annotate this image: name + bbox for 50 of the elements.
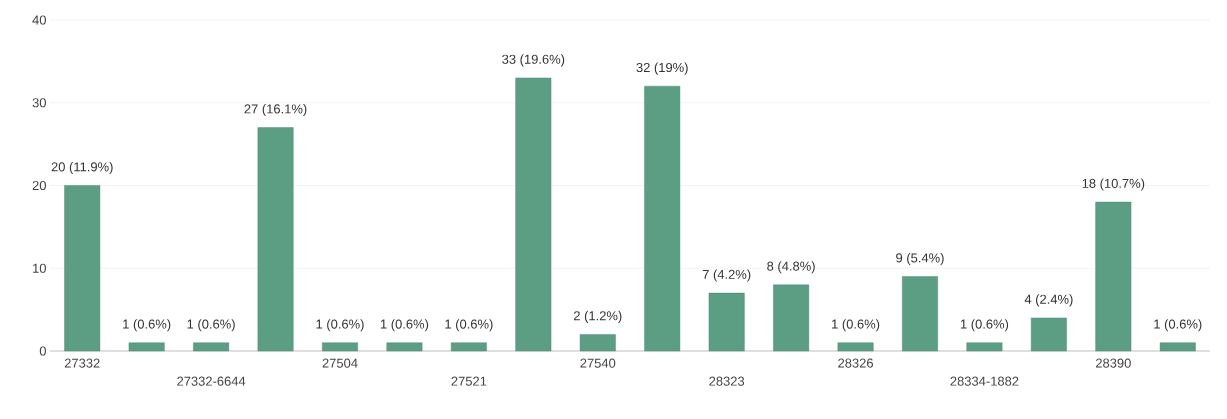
bar bbox=[579, 334, 616, 352]
data-label: 1 (0.6%) bbox=[187, 319, 235, 332]
data-label: 20 (11.9%) bbox=[51, 161, 113, 174]
data-label: 1 (0.6%) bbox=[445, 319, 493, 332]
data-label: 1 (0.6%) bbox=[960, 319, 1009, 332]
bar bbox=[515, 77, 552, 352]
x-tick-label: 27504 bbox=[322, 358, 358, 368]
x-tick-label: 27332 bbox=[64, 358, 100, 368]
x-tick-label: 28326 bbox=[838, 358, 873, 368]
data-label: 1 (0.6%) bbox=[1154, 319, 1202, 332]
x-tick-label: 28334-1882 bbox=[950, 376, 1019, 386]
y-tick-label: 0 bbox=[39, 346, 46, 356]
bar bbox=[837, 342, 874, 352]
data-label: 32 (19%) bbox=[636, 62, 688, 75]
bar bbox=[1095, 201, 1132, 352]
data-label: 1 (0.6%) bbox=[832, 319, 880, 332]
bar bbox=[902, 276, 938, 352]
data-label: 33 (19.6%) bbox=[502, 54, 565, 67]
bar bbox=[64, 185, 101, 352]
y-tick-label: 40 bbox=[32, 15, 46, 25]
bar bbox=[128, 342, 165, 352]
bar bbox=[966, 342, 1003, 352]
bar bbox=[450, 342, 487, 352]
bar bbox=[644, 86, 681, 352]
bar bbox=[1159, 342, 1196, 352]
data-label: 27 (16.1%) bbox=[244, 103, 307, 117]
x-tick-label: 27332-6644 bbox=[177, 376, 246, 386]
data-label: 1 (0.6%) bbox=[123, 319, 171, 332]
x-tick-label: 27521 bbox=[451, 376, 487, 386]
x-tick-label: 28323 bbox=[709, 376, 745, 386]
y-tick-label: 30 bbox=[32, 98, 46, 108]
bar bbox=[193, 342, 230, 352]
data-label: 7 (4.2%) bbox=[702, 269, 751, 282]
x-tick-label: 27540 bbox=[580, 358, 616, 368]
data-label: 1 (0.6%) bbox=[316, 319, 364, 332]
bar bbox=[386, 342, 423, 352]
data-label: 1 (0.6%) bbox=[380, 319, 429, 332]
bar bbox=[322, 342, 358, 352]
data-label: 8 (4.8%) bbox=[767, 261, 815, 274]
y-tick-label: 10 bbox=[33, 263, 46, 273]
x-tick-label: 28390 bbox=[1095, 358, 1131, 368]
data-label: 2 (1.2%) bbox=[573, 310, 622, 323]
data-label: 4 (2.4%) bbox=[1024, 294, 1073, 307]
bar bbox=[708, 292, 745, 352]
bar bbox=[257, 127, 294, 352]
bar bbox=[1030, 317, 1067, 352]
y-tick-label: 20 bbox=[32, 180, 46, 191]
data-label: 18 (10.7%) bbox=[1082, 178, 1145, 191]
data-label: 9 (5.4%) bbox=[896, 252, 944, 266]
bar bbox=[773, 284, 810, 352]
